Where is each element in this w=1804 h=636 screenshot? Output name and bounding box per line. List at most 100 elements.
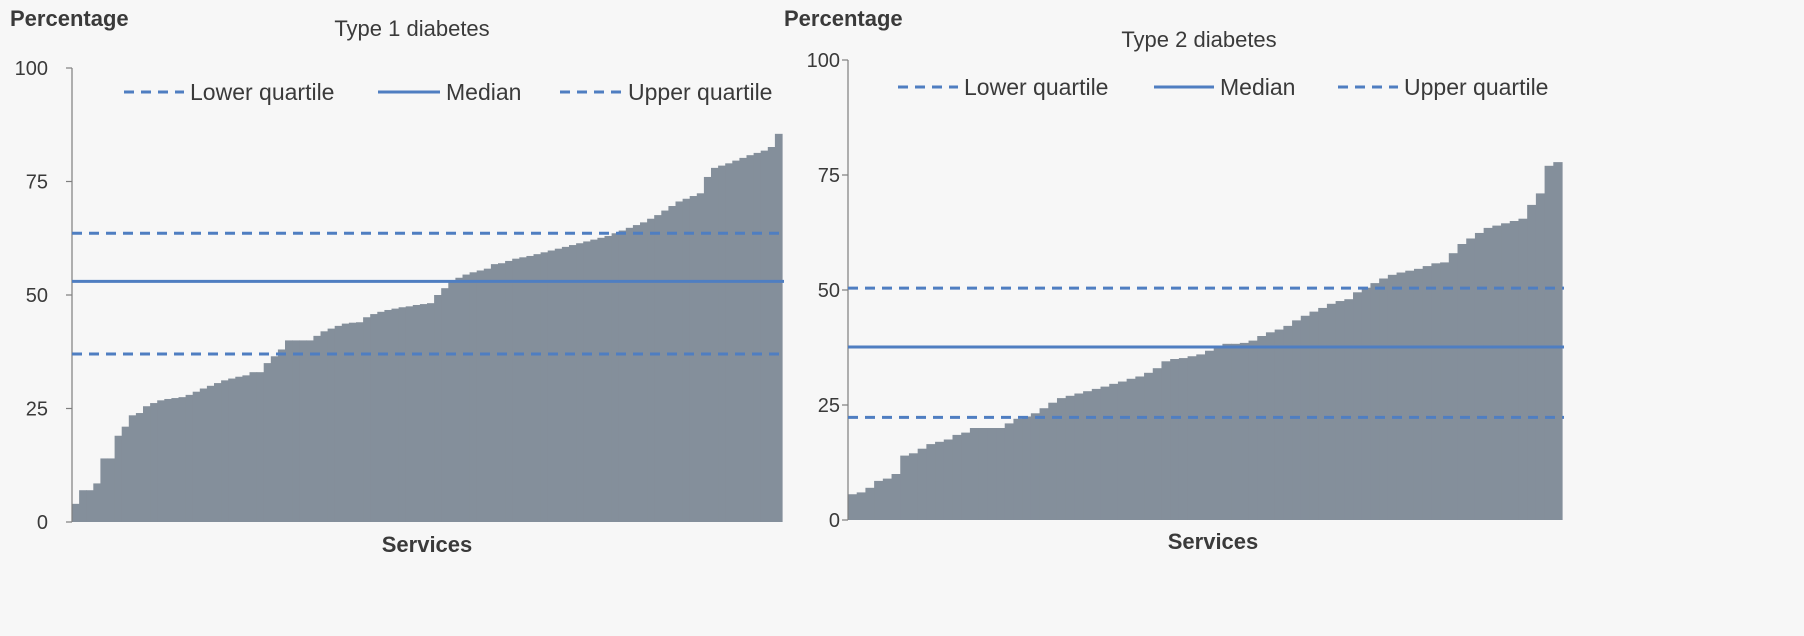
bar: [1048, 402, 1058, 520]
bar: [739, 157, 748, 522]
bar: [746, 155, 755, 523]
y-tick-label: 25: [818, 395, 840, 417]
legend-label: Upper quartile: [628, 79, 772, 105]
bar: [611, 233, 620, 522]
bar: [865, 487, 875, 520]
bar: [547, 250, 556, 522]
bar: [1474, 232, 1485, 520]
bar: [526, 255, 535, 522]
bar: [647, 218, 655, 523]
bar: [505, 260, 513, 522]
bar: [576, 243, 584, 523]
bar: [689, 196, 698, 522]
bar: [114, 435, 123, 522]
bar: [1248, 340, 1258, 520]
bar: [856, 492, 867, 520]
bar: [192, 391, 201, 522]
bar: [1144, 372, 1154, 520]
bar: [1387, 274, 1398, 520]
bar: [1379, 278, 1389, 520]
bar: [270, 356, 279, 522]
bar: [1396, 272, 1406, 520]
bar: [1013, 418, 1023, 520]
bar: [206, 385, 215, 522]
bar: [1361, 287, 1372, 520]
bar: [725, 163, 733, 522]
bar: [760, 150, 769, 522]
legend-label: Upper quartile: [1404, 74, 1548, 100]
bar: [121, 426, 130, 522]
bar: [327, 328, 336, 522]
bar: [419, 304, 428, 522]
bar: [1022, 416, 1032, 520]
bar: [1457, 244, 1467, 520]
y-tick-label: 50: [818, 280, 840, 302]
bar: [1448, 253, 1459, 520]
y-tick-label: 0: [37, 512, 48, 534]
bar: [469, 272, 478, 522]
bar: [1527, 204, 1537, 520]
bar: [554, 248, 563, 522]
bar: [214, 383, 222, 522]
y-tick-label: 0: [829, 510, 840, 532]
bar: [441, 288, 449, 522]
bar: [185, 394, 194, 522]
bar: [1483, 227, 1493, 520]
bar: [1318, 307, 1328, 520]
bar: [135, 413, 144, 522]
bar: [1170, 359, 1180, 520]
bar: [72, 503, 80, 522]
bar: [753, 152, 762, 522]
bar: [256, 372, 265, 522]
bar: [1039, 408, 1049, 520]
legend-label: Median: [1220, 74, 1295, 100]
bar: [313, 335, 322, 522]
bar: [348, 322, 357, 522]
bar: [128, 415, 137, 522]
bar: [1257, 336, 1267, 520]
bar: [320, 331, 329, 522]
bar: [455, 277, 464, 522]
legend-label: Median: [446, 79, 521, 105]
bar: [512, 258, 520, 522]
bar: [356, 322, 364, 522]
bar: [1178, 358, 1189, 520]
chart-title: Type 1 diabetes: [334, 16, 489, 41]
bar: [1056, 398, 1067, 520]
bar: [427, 303, 435, 522]
bar: [1535, 193, 1546, 520]
bar: [1492, 225, 1502, 520]
bar: [1126, 378, 1136, 520]
bar: [100, 458, 109, 522]
bar: [1030, 413, 1041, 520]
bar: [434, 295, 442, 522]
bar: [1265, 332, 1276, 520]
bar: [926, 444, 936, 520]
bar: [703, 176, 712, 522]
bar: [900, 455, 910, 520]
bar: [299, 340, 307, 522]
bar: [590, 239, 598, 523]
x-axis-label: Services: [382, 532, 473, 557]
bar: [625, 227, 634, 522]
bar: [1440, 262, 1450, 520]
bar: [1422, 266, 1432, 520]
bar: [242, 375, 251, 522]
bar: [917, 448, 927, 520]
bar: [1083, 391, 1093, 520]
bar: [292, 340, 300, 522]
bar: [987, 428, 997, 520]
legend-label: Lower quartile: [964, 74, 1108, 100]
bar: [249, 372, 258, 522]
bar: [1187, 356, 1197, 520]
bar: [1405, 270, 1415, 520]
bar: [398, 307, 407, 522]
bar: [412, 304, 421, 522]
bar: [1431, 263, 1441, 520]
bar: [1239, 342, 1250, 520]
bar: [961, 432, 971, 520]
bar: [235, 376, 243, 522]
bar: [1335, 301, 1345, 520]
